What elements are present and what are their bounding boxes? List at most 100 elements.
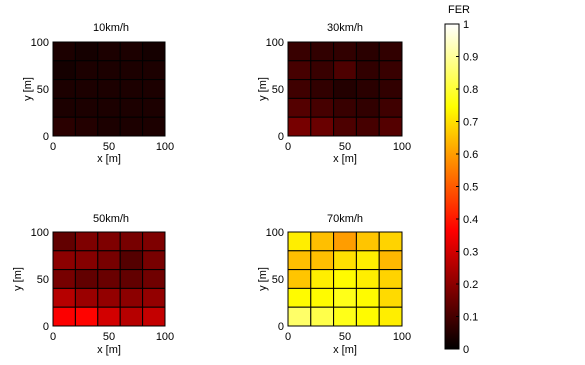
heatmap-cell	[333, 116, 357, 137]
heatmap-cell	[119, 116, 144, 137]
heatmap-cell	[378, 231, 403, 252]
heatmap-cell	[287, 250, 312, 271]
heatmap-cell	[97, 287, 121, 308]
heatmap-cells	[52, 41, 166, 137]
x-axis-label: x [m]	[97, 153, 121, 165]
panel-title: 10km/h	[93, 22, 129, 34]
plot-frame	[287, 41, 403, 137]
y-tick-label: 50	[37, 274, 49, 286]
heatmap-cell	[287, 231, 312, 252]
heatmap-cell	[142, 269, 166, 289]
heatmap-cell	[97, 269, 121, 289]
heatmap-cells	[287, 41, 403, 137]
heatmap-cell	[333, 231, 357, 252]
heatmap-cell	[52, 116, 76, 137]
heatmap-cells	[52, 231, 166, 327]
colorbar-tick-label: 0.4	[463, 214, 478, 226]
y-axis-label: y [m]	[12, 267, 24, 291]
colorbar-tick-label: 0.8	[463, 84, 478, 96]
heatmap-cell	[52, 97, 76, 118]
heatmap-cell	[287, 269, 312, 289]
heatmap-cell	[287, 41, 312, 62]
y-tick-label: 50	[272, 274, 284, 286]
x-tick-label: 100	[393, 331, 411, 343]
heatmap-cell	[119, 231, 144, 252]
heatmap-cell	[74, 116, 99, 137]
heatmap-cell	[142, 116, 166, 137]
heatmap-cell	[97, 97, 121, 118]
colorbar: FER 0 0.1 0.2 0.3 0.4 0.5 0.6 0.7 0.8 0.9 1	[444, 4, 478, 356]
heatmap-cell	[310, 41, 335, 62]
heatmap-cell	[378, 269, 403, 289]
heatmap-cell	[52, 41, 76, 62]
heatmap-cell	[52, 79, 76, 99]
colorbar-ticks: 0 0.1 0.2 0.3 0.4 0.5 0.6 0.7 0.8 0.9 1	[456, 19, 478, 356]
x-axis-label: x [m]	[97, 344, 121, 356]
heatmap-cell	[119, 97, 144, 118]
heatmap-cell	[310, 60, 335, 81]
y-tick-label: 0	[43, 131, 49, 143]
heatmap-cell	[310, 79, 335, 99]
colorbar-tick-label: 0.1	[463, 312, 478, 324]
heatmap-cell	[142, 60, 166, 81]
y-axis-label: y [m]	[22, 77, 34, 101]
heatmap-cell	[142, 97, 166, 118]
x-tick-label: 100	[156, 141, 174, 153]
heatmap-cell	[97, 79, 121, 99]
heatmap-cell	[355, 116, 380, 137]
heatmap-cell	[97, 306, 121, 327]
panel-title: 50km/h	[93, 213, 129, 225]
heatmap-cell	[52, 306, 76, 327]
colorbar-tick-label: 0.3	[463, 247, 478, 259]
heatmap-cell	[333, 79, 357, 99]
x-tick-label: 0	[50, 141, 56, 153]
heatmap-cell	[74, 79, 99, 99]
x-tick-label: 100	[156, 331, 174, 343]
heatmap-cell	[119, 287, 144, 308]
x-tick-label: 0	[285, 141, 291, 153]
heatmap-cell	[378, 41, 403, 62]
x-tick-label: 0	[285, 331, 291, 343]
y-tick-label: 50	[272, 84, 284, 96]
colorbar-tick-label: 0.7	[463, 117, 478, 129]
x-tick-label: 50	[339, 141, 351, 153]
y-tick-label: 100	[266, 227, 284, 239]
x-tick-label: 0	[50, 331, 56, 343]
heatmap-panel-10kmh: 10km/h 100 50 0 0 50 100 x [m] y [m]	[22, 22, 174, 165]
heatmap-cell	[378, 287, 403, 308]
y-tick-label: 100	[31, 37, 49, 49]
heatmap-cell	[142, 250, 166, 271]
heatmap-cell	[355, 250, 380, 271]
heatmap-cell	[97, 250, 121, 271]
heatmap-cell	[52, 287, 76, 308]
colorbar-tick-label: 0.5	[463, 182, 478, 194]
heatmap-cell	[74, 41, 99, 62]
colorbar-tick-label: 0	[463, 344, 469, 356]
plot-frame	[287, 231, 403, 327]
x-tick-label: 50	[103, 141, 115, 153]
heatmap-cell	[142, 287, 166, 308]
heatmap-cell	[142, 79, 166, 99]
heatmap-cell	[378, 79, 403, 99]
colorbar-label: FER	[448, 4, 470, 16]
heatmap-cell	[119, 306, 144, 327]
heatmap-cell	[333, 269, 357, 289]
y-tick-label: 100	[31, 227, 49, 239]
heatmap-cell	[97, 41, 121, 62]
heatmap-cell	[142, 306, 166, 327]
y-tick-label: 100	[266, 37, 284, 49]
heatmap-panel-50kmh: 50km/h 100 50 0 0 50 100 x [m] y [m]	[12, 213, 174, 356]
x-axis-label: x [m]	[333, 153, 357, 165]
heatmap-cell	[287, 116, 312, 137]
heatmap-panel-70kmh: 70km/h 100 50 0 0 50 100 x [m] y [m]	[257, 213, 411, 356]
heatmap-cell	[378, 97, 403, 118]
heatmap-panel-30kmh: 30km/h 100 50 0 0 50 100 x [m] y [m]	[257, 22, 411, 165]
heatmap-cell	[378, 250, 403, 271]
colorbar-tick-label: 0.6	[463, 149, 478, 161]
panel-title: 70km/h	[327, 213, 363, 225]
y-tick-label: 50	[37, 84, 49, 96]
heatmap-cell	[355, 97, 380, 118]
heatmap-cell	[74, 60, 99, 81]
heatmap-cell	[378, 306, 403, 327]
heatmap-cell	[333, 250, 357, 271]
